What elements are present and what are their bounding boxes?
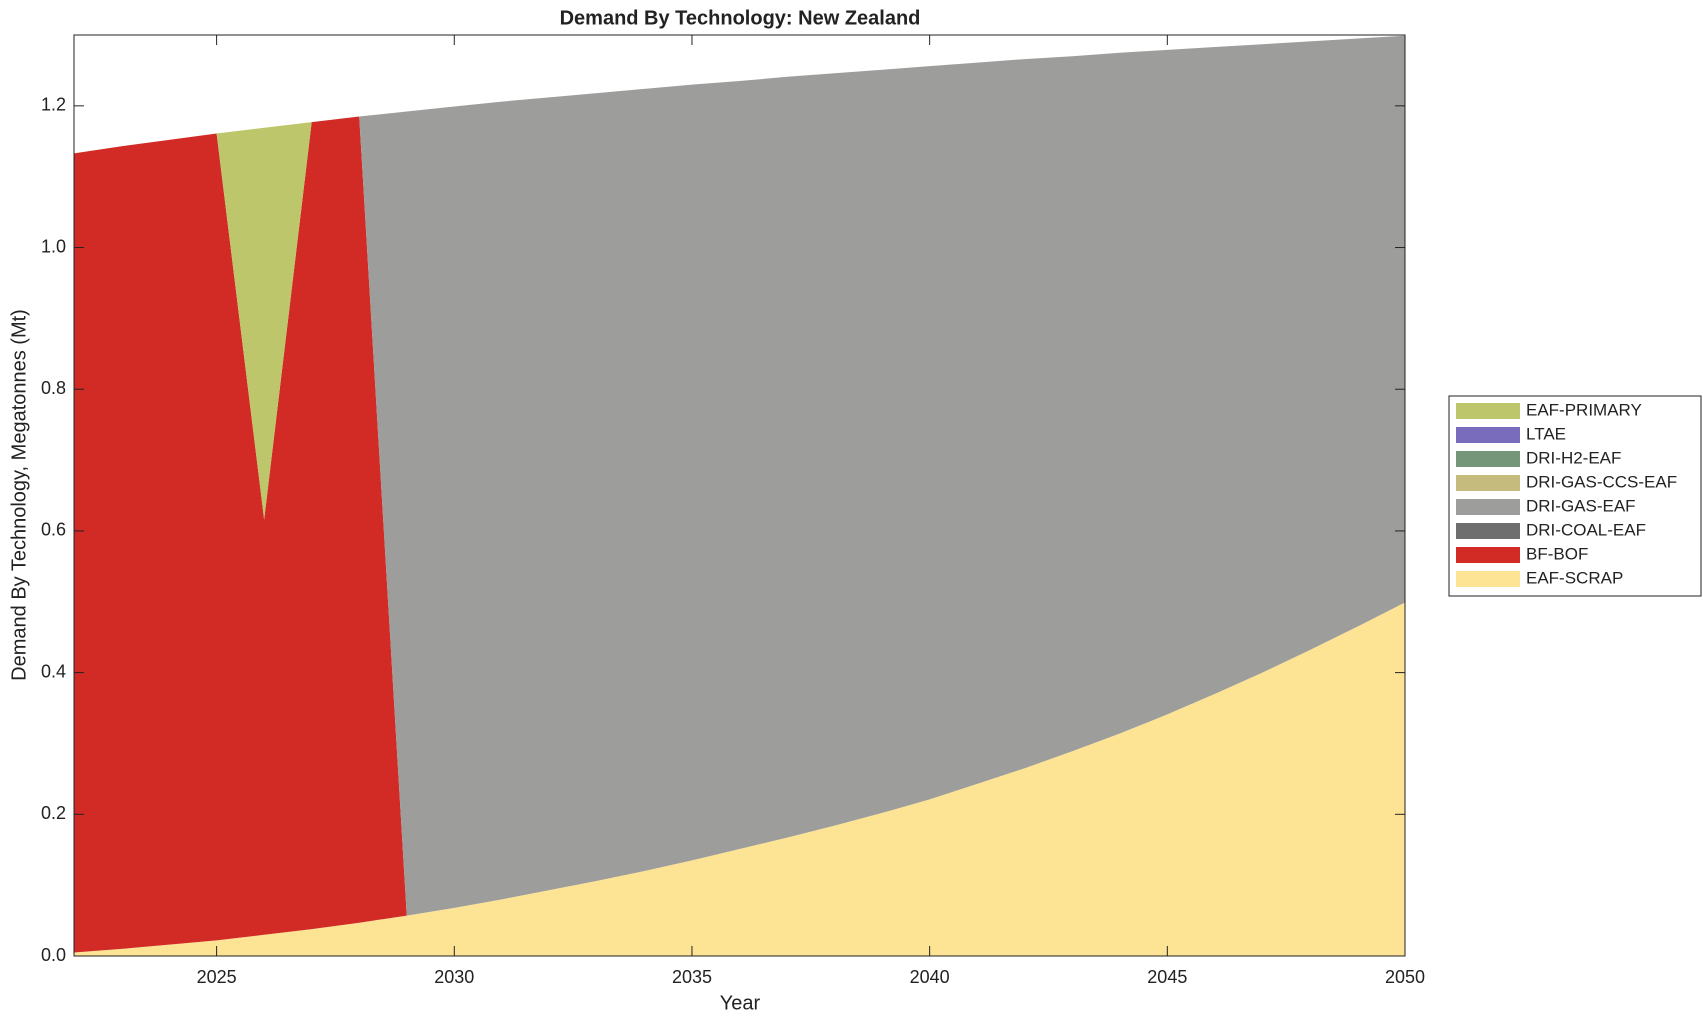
x-tick-label: 2045 <box>1147 967 1187 987</box>
legend-swatch <box>1456 571 1520 587</box>
legend-label: EAF-SCRAP <box>1526 568 1623 587</box>
legend-label: BF-BOF <box>1526 544 1588 563</box>
x-tick-label: 2050 <box>1385 967 1425 987</box>
x-tick-label: 2025 <box>197 967 237 987</box>
y-tick-label: 1.2 <box>41 95 66 115</box>
y-tick-label: 1.0 <box>41 236 66 256</box>
y-tick-label: 0.6 <box>41 520 66 540</box>
legend-swatch <box>1456 499 1520 515</box>
y-tick-label: 0.8 <box>41 378 66 398</box>
x-tick-label: 2040 <box>910 967 950 987</box>
y-tick-label: 0.4 <box>41 661 66 681</box>
area <box>74 35 1405 916</box>
x-tick-label: 2035 <box>672 967 712 987</box>
legend-label: EAF-PRIMARY <box>1526 400 1642 419</box>
plot-frame <box>73 34 1406 957</box>
legend-swatch <box>1456 547 1520 563</box>
legend-label: DRI-COAL-EAF <box>1526 520 1646 539</box>
area <box>74 602 1405 956</box>
legend-label: DRI-GAS-EAF <box>1526 496 1636 515</box>
legend-swatch <box>1456 427 1520 443</box>
legend-swatch <box>1456 451 1520 467</box>
y-tick-label: 0.0 <box>41 945 66 965</box>
area <box>74 116 1405 953</box>
legend-swatch <box>1456 523 1520 539</box>
legend-label: LTAE <box>1526 424 1566 443</box>
legend-label: DRI-H2-EAF <box>1526 448 1621 467</box>
x-tick-label: 2030 <box>434 967 474 987</box>
y-axis-label: Demand By Technology, Megatonnes (Mt) <box>8 309 30 681</box>
legend-swatch <box>1456 403 1520 419</box>
chart-title: Demand By Technology: New Zealand <box>560 7 921 29</box>
y-tick-label: 0.2 <box>41 803 66 823</box>
x-axis-label: Year <box>720 992 761 1014</box>
legend-label: DRI-GAS-CCS-EAF <box>1526 472 1677 491</box>
legend-swatch <box>1456 475 1520 491</box>
